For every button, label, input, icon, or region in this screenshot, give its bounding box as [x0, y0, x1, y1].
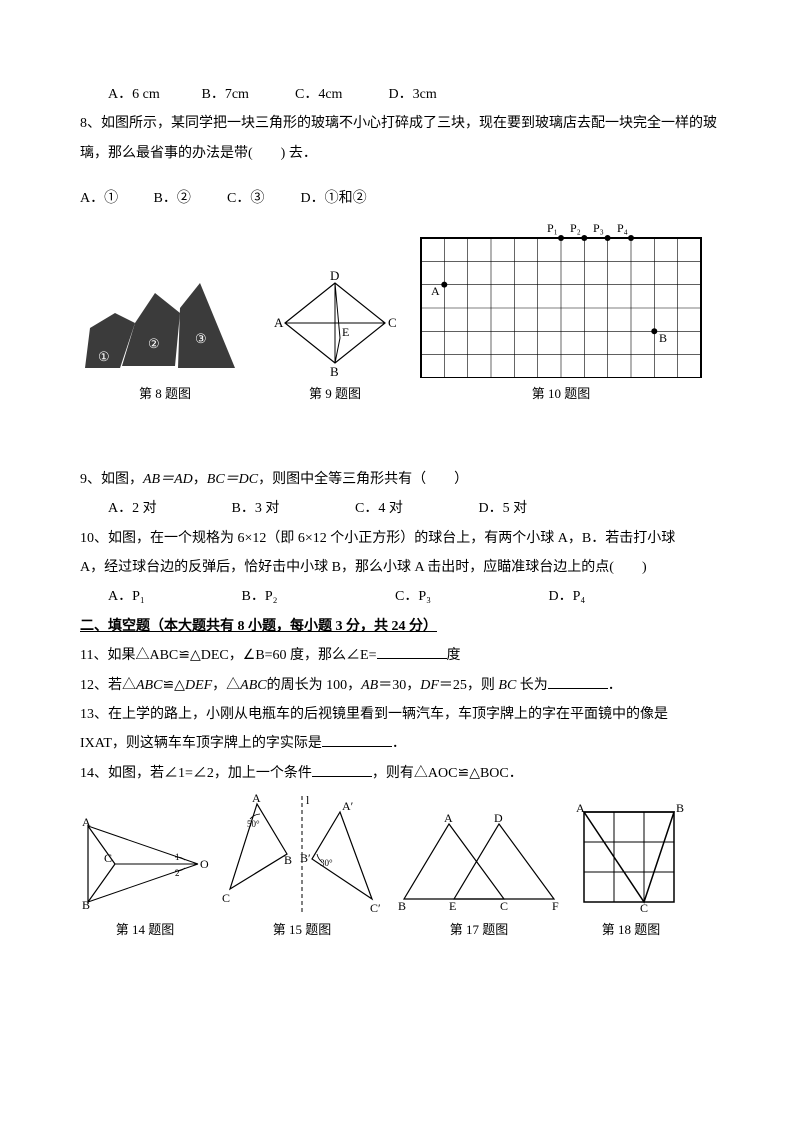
svg-text:50°: 50° [247, 819, 260, 829]
q12-blank [548, 674, 608, 689]
svg-text:B: B [398, 899, 406, 913]
svg-text:C: C [640, 901, 648, 914]
svg-text:D: D [494, 814, 503, 825]
fig15-cap: 第 15 题图 [273, 916, 332, 943]
q10-c: C．P₃ [395, 582, 545, 611]
q7-a: A．6 cm [108, 80, 198, 109]
svg-text:C: C [222, 891, 230, 905]
svg-text:F: F [552, 899, 559, 913]
q8-c: C．③ [227, 184, 297, 213]
fig18: A B C 第 18 题图 [576, 804, 686, 943]
q8-text: 8、如图所示，某同学把一块三角形的玻璃不小心打碎成了三块，现在要到玻璃店去配一块… [80, 109, 740, 168]
svg-text:②: ② [148, 336, 160, 351]
figs-14-15-17-18: 1 2 A B C O 第 14 题图 l 50° A B C 30° A′ B… [80, 794, 740, 943]
svg-text:P₄: P₄ [617, 221, 628, 235]
q10-line1: 10、如图，在一个规格为 6×12（即 6×12 个小正方形）的球台上，有两个小… [80, 524, 740, 553]
fig10-cap: 第 10 题图 [532, 380, 591, 407]
q14-blank [312, 762, 372, 777]
svg-text:B: B [676, 804, 684, 815]
svg-text:③: ③ [195, 331, 207, 346]
fig9-svg: D A C B E [270, 268, 400, 378]
q7-b: B．7cm [202, 80, 292, 109]
fig8: ① ② ③ 第 8 题图 [80, 268, 250, 407]
svg-text:C′: C′ [370, 901, 381, 914]
svg-text:D: D [330, 268, 339, 283]
svg-text:B′: B′ [300, 851, 311, 865]
svg-text:B: B [284, 853, 292, 867]
fig15: l 50° A B C 30° A′ B′ C′ 第 15 题图 [222, 794, 382, 943]
svg-text:A: A [444, 814, 453, 825]
q9: 9、如图，AB＝AD，BC＝DC，则图中全等三角形共有（ ） [80, 465, 740, 494]
q9-options: A．2 对 B．3 对 C．4 对 D．5 对 [80, 494, 740, 523]
q10-d: D．P₄ [549, 582, 669, 611]
svg-text:A: A [82, 815, 91, 829]
svg-text:E: E [342, 325, 349, 339]
q13-line1: 13、在上学的路上，小刚从电瓶车的后视镜里看到一辆汽车，车顶字牌上的字在平面镜中… [80, 700, 740, 729]
q7-d: D．3cm [389, 80, 479, 109]
svg-text:2: 2 [175, 868, 180, 878]
q12: 12、若△ABC≌△DEF，△ABC的周长为 100，AB＝30，DF＝25，则… [80, 671, 740, 700]
q8-options: A．① B．② C．③ D．①和② [80, 184, 740, 213]
fig17-cap: 第 17 题图 [450, 916, 509, 943]
svg-text:P₁: P₁ [547, 221, 558, 235]
svg-text:E: E [449, 899, 456, 913]
q8-b: B．② [154, 184, 224, 213]
fig14-cap: 第 14 题图 [116, 916, 175, 943]
svg-text:C: C [104, 851, 112, 865]
q8-d: D．①和② [301, 184, 401, 213]
svg-text:O: O [200, 857, 209, 871]
fig10-svg: A B P₁ P₂ P₃ P₄ [420, 220, 702, 378]
q9-d: D．5 对 [479, 494, 599, 523]
svg-text:①: ① [98, 349, 110, 364]
fig17: A D B E C F 第 17 题图 [394, 814, 564, 943]
q7-c: C．4cm [295, 80, 385, 109]
svg-text:1: 1 [175, 852, 180, 862]
svg-text:B: B [659, 331, 667, 345]
svg-text:C: C [500, 899, 508, 913]
q11: 11、如果△ABC≌△DEC，∠B=60 度，那么∠E=度 [80, 641, 740, 670]
q7-options: A．6 cm B．7cm C．4cm D．3cm [80, 80, 740, 109]
fig18-cap: 第 18 题图 [602, 916, 661, 943]
svg-text:A: A [274, 315, 284, 330]
q13-blank [322, 732, 392, 747]
svg-text:30°: 30° [320, 858, 333, 868]
svg-text:A′: A′ [342, 799, 354, 813]
q9-c: C．4 对 [355, 494, 475, 523]
q10-options: A．P₁ B．P₂ C．P₃ D．P₄ [80, 582, 740, 611]
figs-8-9-10: ① ② ③ 第 8 题图 D A C B E 第 9 题图 [80, 220, 740, 407]
svg-text:A: A [431, 284, 440, 298]
q8-a: A．① [80, 184, 150, 213]
svg-text:P₂: P₂ [570, 221, 581, 235]
fig8-svg: ① ② ③ [80, 268, 250, 378]
fig10: A B P₁ P₂ P₃ P₄ 第 10 题图 [420, 220, 702, 407]
fig8-cap: 第 8 题图 [139, 380, 191, 407]
q10-b: B．P₂ [242, 582, 392, 611]
section2: 二、填空题（本大题共有 8 小题，每小题 3 分，共 24 分） [80, 612, 740, 641]
q13-line2: IXAT，则这辆车车顶字牌上的字实际是． [80, 729, 740, 758]
fig9-cap: 第 9 题图 [309, 380, 361, 407]
fig9: D A C B E 第 9 题图 [270, 268, 400, 407]
fig14: 1 2 A B C O 第 14 题图 [80, 814, 210, 943]
svg-text:P₃: P₃ [593, 221, 604, 235]
q9-a: A．2 对 [108, 494, 228, 523]
svg-text:C: C [388, 315, 397, 330]
svg-text:l: l [306, 794, 310, 807]
svg-text:A: A [576, 804, 585, 815]
q10-a: A．P₁ [108, 582, 238, 611]
svg-text:A: A [252, 794, 261, 805]
q10-line2: A，经过球台边的反弹后，恰好击中小球 B，那么小球 A 击出时，应瞄准球台边上的… [80, 553, 740, 582]
svg-text:B: B [82, 898, 90, 912]
q9-b: B．3 对 [232, 494, 352, 523]
svg-text:B: B [330, 364, 339, 378]
q14: 14、如图，若∠1=∠2，加上一个条件，则有△AOC≌△BOC． [80, 759, 740, 788]
q11-blank [377, 644, 447, 659]
